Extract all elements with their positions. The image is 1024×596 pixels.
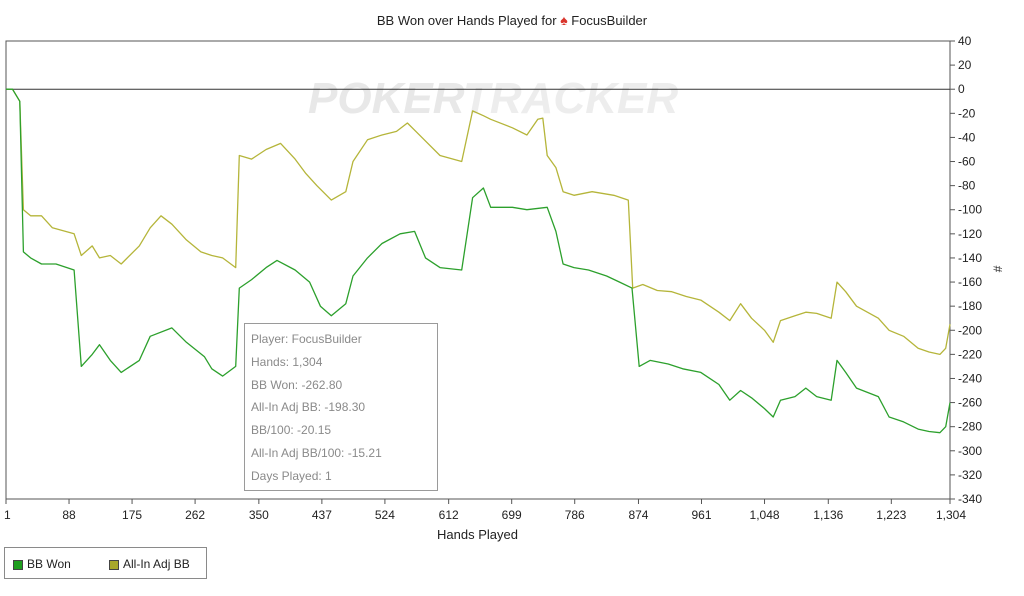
y-tick-label: -40 (958, 130, 976, 144)
y-axis-label: # (990, 265, 1005, 273)
legend-item-allin-adj-bb[interactable]: All-In Adj BB (109, 557, 190, 571)
x-tick-label: 1 (4, 508, 11, 522)
y-tick-label: -200 (958, 323, 982, 337)
x-tick-label: 262 (185, 508, 205, 522)
x-tick-label: 1,048 (750, 508, 780, 522)
x-tick-label: 961 (691, 508, 711, 522)
x-tick-label: 786 (565, 508, 585, 522)
tooltip-bb-won: BB Won: -262.80 (251, 377, 343, 392)
x-axis-label: Hands Played (437, 527, 518, 542)
legend-swatch-bb-won (13, 559, 23, 570)
series-line-bb-won[interactable] (6, 88, 951, 434)
y-tick-label: -140 (958, 251, 982, 265)
y-tick-label: -300 (958, 444, 982, 458)
x-tick-label: 175 (122, 508, 142, 522)
y-tick-label: -260 (958, 396, 982, 410)
chart-title: BB Won over Hands Played for ♠ FocusBuil… (0, 12, 1024, 28)
series-line-all-in-adj-bb[interactable] (6, 88, 951, 356)
legend: BB Won All-In Adj BB (4, 547, 207, 579)
y-tick-label: -180 (958, 299, 982, 313)
tooltip-days-played: Days Played: 1 (251, 468, 332, 483)
chart-title-text: BB Won over Hands Played for (376, 13, 557, 28)
y-tick-label: -100 (958, 203, 982, 217)
legend-swatch-allin-adj-bb (109, 559, 119, 570)
tooltip-allin-adj-bb: All-In Adj BB: -198.30 (251, 400, 366, 415)
tooltip-bb-100: BB/100: -20.15 (251, 423, 332, 438)
y-tick-label: 40 (958, 34, 972, 48)
legend-item-bb-won[interactable]: BB Won (13, 557, 71, 571)
x-tick-label: 699 (502, 508, 522, 522)
watermark-tracker: TRACKER (463, 74, 678, 123)
y-tick-label: -80 (958, 179, 976, 193)
x-tick-label: 350 (249, 508, 269, 522)
x-tick-label: 524 (375, 508, 395, 522)
chart-title-player: FocusBuilder (571, 13, 648, 28)
y-tick-label: 20 (958, 58, 972, 72)
y-tick-label: -340 (958, 492, 982, 506)
x-tick-label: 88 (62, 508, 76, 522)
y-tick-label: -20 (958, 106, 976, 120)
y-tick-label: -280 (958, 420, 982, 434)
x-tick-label: 874 (628, 508, 648, 522)
y-tick-label: -220 (958, 347, 982, 361)
y-tick-label: -120 (958, 227, 982, 241)
legend-label-bb-won: BB Won (27, 557, 71, 571)
plot-area-border (5, 40, 951, 500)
y-tick-label: -60 (958, 155, 976, 169)
x-tick-label: 1,223 (876, 508, 906, 522)
x-tick-label: 1,136 (813, 508, 843, 522)
tooltip-allin-adj-bb-100: All-In Adj BB/100: -15.21 (251, 445, 382, 460)
y-tick-label: -160 (958, 275, 982, 289)
legend-label-allin-adj-bb: All-In Adj BB (123, 557, 190, 571)
watermark-poker: POKER (308, 74, 465, 123)
x-tick-label: 612 (439, 508, 459, 522)
tooltip-hands: Hands: 1,304 (251, 354, 323, 369)
hover-tooltip: Player: FocusBuilder Hands: 1,304 BB Won… (244, 323, 438, 491)
y-tick-label: -320 (958, 468, 982, 482)
y-tick-label: 0 (958, 82, 965, 96)
x-tick-label: 437 (312, 508, 332, 522)
pokerstars-spade-icon: ♠ (560, 12, 568, 28)
x-tick-label: 1,304 (936, 508, 966, 522)
tooltip-player: Player: FocusBuilder (251, 332, 362, 346)
y-tick-label: -240 (958, 371, 982, 385)
